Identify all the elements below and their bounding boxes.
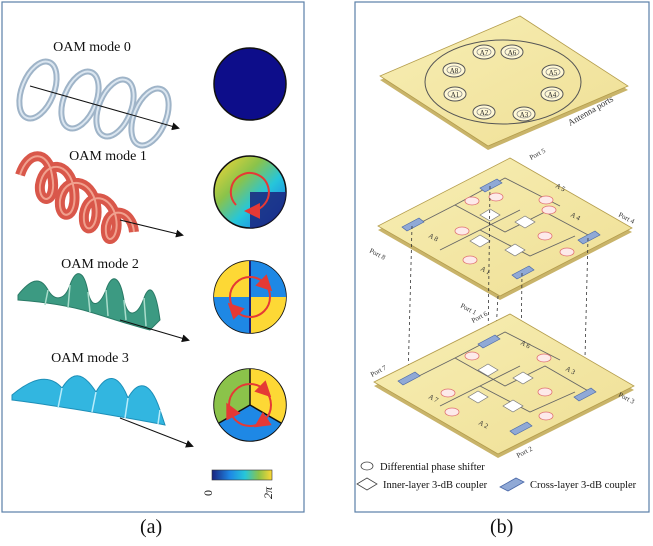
- antenna-a4-label: A4: [548, 91, 557, 99]
- phase-shifter: [464, 351, 480, 361]
- antenna-a6: [500, 44, 524, 60]
- oam-mode-3-beam: [11, 375, 194, 448]
- port-3-label: Port 3: [617, 391, 636, 406]
- legend-inner-coupler-icon: [356, 477, 378, 491]
- cross-coupler: [401, 217, 425, 232]
- antenna-a7: [472, 44, 496, 60]
- phase-disk-mode-1: [213, 155, 287, 229]
- antenna-a4: [540, 86, 564, 102]
- bottom-a3-label: A 3: [564, 365, 577, 377]
- antenna-layer-board: [379, 15, 629, 150]
- phase-shifter: [559, 247, 575, 257]
- phase-shifter: [444, 407, 460, 417]
- legend-cross-coupler-icon: [499, 477, 525, 492]
- port-8-label: Port 8: [368, 247, 387, 262]
- phase-shifter: [488, 192, 504, 202]
- oam-mode-2-label: OAM mode 2: [61, 257, 139, 272]
- panel-a-frame: [1, 1, 305, 513]
- bottom-a6-label: A 6: [519, 339, 532, 351]
- phase-shifter: [537, 387, 553, 397]
- legend-inner-coupler-label: Inner-layer 3-dB coupler: [383, 480, 488, 491]
- phase-shifter: [541, 205, 557, 215]
- phase-shifter: [464, 196, 480, 206]
- cross-coupler: [511, 265, 535, 280]
- middle-phase-shifters: [454, 192, 575, 265]
- cross-coupler: [477, 334, 501, 349]
- middle-inner-couplers: [469, 208, 536, 257]
- phase-shifter: [440, 388, 456, 398]
- antenna-a2-label: A2: [480, 109, 489, 117]
- oam-mode-1-label: OAM mode 1: [69, 149, 147, 164]
- antenna-a5: [541, 64, 565, 80]
- port-5-label: Port 5: [528, 147, 547, 162]
- phase-shifter: [538, 411, 554, 421]
- oam-mode-0-label: OAM mode 0: [53, 40, 131, 55]
- middle-a5-label: A 5: [554, 182, 567, 194]
- colorbar-max-label: 2π: [261, 486, 275, 499]
- legend-phase-shifter-icon: [360, 461, 374, 471]
- antenna-a6-label: A6: [508, 49, 517, 57]
- phase-shifter: [462, 255, 478, 265]
- inner-coupler: [469, 234, 491, 248]
- phase-disk-mode-0: [213, 47, 287, 121]
- middle-a1-label: A 1: [479, 265, 492, 277]
- inner-coupler: [514, 215, 536, 229]
- legend-phase-shifter-label: Differential phase shifter: [380, 462, 485, 473]
- phase-disk-mode-3: [213, 368, 287, 442]
- antenna-a2: [472, 104, 496, 120]
- cross-coupler: [397, 371, 421, 386]
- antenna-a1: [443, 86, 467, 102]
- middle-a8-label: A 8: [427, 232, 440, 244]
- inner-coupler: [479, 208, 501, 222]
- cross-coupler: [479, 178, 503, 193]
- middle-feed-layer-board: [377, 157, 633, 300]
- oam-mode-3-label: OAM mode 3: [51, 351, 129, 366]
- bottom-cross-layer-couplers: [397, 334, 597, 436]
- antenna-a3: [512, 106, 536, 122]
- legend: Differential phase shifter Inner-layer 3…: [356, 461, 637, 492]
- middle-cross-layer-couplers: [401, 178, 601, 280]
- phase-colorbar: [211, 469, 273, 481]
- antenna-a8: [442, 62, 466, 78]
- panel-a-caption: (a): [140, 516, 163, 538]
- panel-b-caption: (b): [490, 516, 514, 538]
- antenna-a5-label: A5: [549, 69, 558, 77]
- cross-coupler: [573, 387, 597, 402]
- oam-mode-0-beam: [16, 58, 180, 149]
- inner-coupler: [502, 399, 524, 413]
- phase-shifter: [536, 353, 552, 363]
- phase-disk-mode-2: [213, 260, 287, 334]
- inner-coupler: [504, 243, 526, 257]
- antenna-a7-label: A7: [480, 49, 489, 57]
- antenna-a8-label: A8: [450, 67, 459, 75]
- oam-mode-2-beam: [17, 273, 190, 343]
- antenna-a3-label: A3: [520, 111, 529, 119]
- cross-coupler: [577, 230, 601, 245]
- phase-shifter: [537, 231, 553, 241]
- inner-coupler: [512, 371, 534, 385]
- bottom-a7-label: A 7: [427, 393, 440, 405]
- bottom-a2-label: A 2: [477, 419, 490, 431]
- bottom-inner-couplers: [467, 363, 534, 413]
- oam-mode-1-beam: [15, 151, 184, 244]
- antenna-a1-label: A1: [451, 91, 460, 99]
- phase-shifter: [538, 195, 554, 205]
- inner-coupler: [477, 363, 499, 377]
- colorbar-min-label: 0: [201, 490, 215, 496]
- inner-coupler: [467, 390, 489, 404]
- middle-a4-label: A 4: [569, 211, 582, 223]
- antenna-elements: [442, 44, 565, 122]
- bottom-feed-layer-board: [373, 313, 635, 458]
- panel-b-frame: [354, 1, 650, 513]
- phase-shifter: [454, 226, 470, 236]
- bottom-phase-shifters: [440, 351, 554, 421]
- legend-cross-coupler-label: Cross-layer 3-dB coupler: [530, 480, 637, 491]
- cross-coupler: [509, 421, 533, 436]
